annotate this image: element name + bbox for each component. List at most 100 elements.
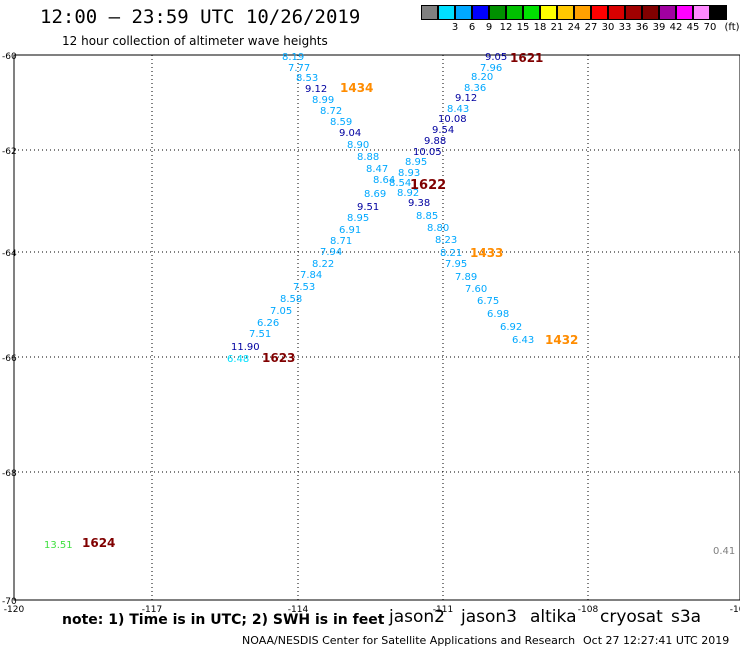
scale-swatch bbox=[710, 5, 727, 20]
footer-note: note: 1) Time is in UTC; 2) SWH is in fe… bbox=[62, 612, 385, 628]
map-annotation: 1624 bbox=[82, 536, 115, 550]
scale-swatch bbox=[659, 5, 676, 20]
scale-swatch bbox=[523, 5, 540, 20]
scale-swatch bbox=[608, 5, 625, 20]
wave-height-1621: 8.36 bbox=[464, 83, 486, 94]
wave-height-1621: 9.38 bbox=[408, 198, 430, 209]
wave-height-1434: 8.19 bbox=[282, 52, 304, 63]
wave-height-1434: 6.91 bbox=[339, 225, 361, 236]
scale-swatch bbox=[625, 5, 642, 20]
wave-height-1434: 7.53 bbox=[293, 282, 315, 293]
map-annotation: 0.41 bbox=[713, 546, 735, 557]
map-annotation: 13.51 bbox=[44, 540, 73, 551]
wave-height-1621: 8.85 bbox=[416, 211, 438, 222]
scale-label: 21 bbox=[550, 22, 564, 33]
scale-label: 27 bbox=[584, 22, 598, 33]
wave-height-1621: 10.05 bbox=[413, 147, 442, 158]
wave-height-1434: 7.94 bbox=[320, 247, 342, 258]
scale-swatch bbox=[557, 5, 574, 20]
wave-height-1621: 7.89 bbox=[455, 272, 477, 283]
scale-label: 18 bbox=[533, 22, 547, 33]
wave-height-1621: 6.98 bbox=[487, 309, 509, 320]
scale-swatch bbox=[438, 5, 455, 20]
wave-height-1434: 8.64 bbox=[373, 175, 395, 186]
wave-height-1621: 8.54 bbox=[389, 178, 411, 189]
timestamp: Oct 27 12:27:41 UTC 2019 bbox=[583, 634, 730, 647]
lat-label: -70 bbox=[2, 597, 17, 607]
lon-label: -120 bbox=[4, 605, 25, 615]
wave-height-1621: 7.95 bbox=[445, 259, 467, 270]
scale-label: 3 bbox=[451, 22, 459, 33]
wave-height-1434: 8.47 bbox=[366, 164, 388, 175]
scale-label: 42 bbox=[669, 22, 683, 33]
legend-jason3: jason3 bbox=[461, 607, 517, 627]
wave-height-1434: 8.53 bbox=[296, 73, 318, 84]
scale-swatch bbox=[676, 5, 693, 20]
lon-label: -105 bbox=[730, 605, 740, 615]
wave-height-1434: 9.12 bbox=[305, 84, 327, 95]
wave-height-1621: 8.93 bbox=[398, 168, 420, 179]
track-time-1434: 1434 bbox=[340, 81, 373, 95]
lat-label: -68 bbox=[2, 469, 17, 479]
wave-height-1621: 6.75 bbox=[477, 296, 499, 307]
wave-height-1621: 8.43 bbox=[447, 104, 469, 115]
scale-label: 70 bbox=[703, 22, 717, 33]
legend-jason2: jason2 bbox=[389, 607, 445, 627]
scale-swatch bbox=[472, 5, 489, 20]
wave-height-1434: 7.51 bbox=[249, 329, 271, 340]
wave-height-1434: 6.26 bbox=[257, 318, 279, 329]
lat-label: -64 bbox=[2, 249, 17, 259]
scale-swatch bbox=[489, 5, 506, 20]
wave-height-1621: 7.60 bbox=[465, 284, 487, 295]
scale-label: 9 bbox=[485, 22, 493, 33]
wave-height-1621: 9.88 bbox=[424, 136, 446, 147]
wave-height-1434: 8.90 bbox=[347, 140, 369, 151]
wave-height-1621: 8.20 bbox=[471, 72, 493, 83]
lon-label: -117 bbox=[142, 605, 162, 615]
wave-height-1621: 9.05 bbox=[485, 52, 507, 63]
wave-height-1434: 8.59 bbox=[330, 117, 352, 128]
map-annotation: 1433 bbox=[470, 246, 503, 260]
wave-height-1434: 8.88 bbox=[357, 152, 379, 163]
track-time-1621: 1621 bbox=[510, 51, 543, 65]
lat-label: -60 bbox=[2, 52, 17, 62]
scale-swatch bbox=[540, 5, 557, 20]
scale-label: 30 bbox=[601, 22, 615, 33]
lat-label: -62 bbox=[2, 147, 17, 157]
scale-swatch bbox=[506, 5, 523, 20]
wave-height-1621: 9.54 bbox=[432, 125, 454, 136]
scale-label: 33 bbox=[618, 22, 632, 33]
scale-label: 15 bbox=[516, 22, 530, 33]
map-annotation: 1623 bbox=[262, 351, 295, 365]
legend-s3a: s3a bbox=[671, 607, 702, 627]
scale-label: 6 bbox=[468, 22, 476, 33]
wave-height-1434: 8.22 bbox=[312, 259, 334, 270]
scale-swatch bbox=[591, 5, 608, 20]
wave-height-1621: 8.92 bbox=[397, 188, 419, 199]
lon-label: -111 bbox=[433, 605, 453, 615]
wave-height-1621: 6.43 bbox=[512, 335, 534, 346]
scale-label: 39 bbox=[652, 22, 666, 33]
scale-unit: (ft) bbox=[724, 22, 740, 33]
wave-height-1434: 11.90 bbox=[231, 342, 260, 353]
wave-height-1434: 8.69 bbox=[364, 189, 386, 200]
wave-height-1434: 7.77 bbox=[288, 63, 310, 74]
wave-height-1434: 8.99 bbox=[312, 95, 334, 106]
wave-height-1434: 8.95 bbox=[347, 213, 369, 224]
scale-label: 24 bbox=[567, 22, 581, 33]
scale-label: 12 bbox=[499, 22, 513, 33]
page-subtitle: 12 hour collection of altimeter wave hei… bbox=[62, 34, 328, 48]
wave-height-1434: 8.72 bbox=[320, 106, 342, 117]
wave-height-1621: 8.23 bbox=[435, 235, 457, 246]
legend-cryosat: cryosat bbox=[600, 607, 663, 627]
lon-label: -108 bbox=[578, 605, 599, 615]
lat-label: -66 bbox=[2, 354, 17, 364]
legend-altika: altika bbox=[530, 607, 577, 627]
wave-height-1434: 8.58 bbox=[280, 294, 302, 305]
wave-height-1434: 7.05 bbox=[270, 306, 292, 317]
wave-height-1621: 6.92 bbox=[500, 322, 522, 333]
page-title: 12:00 – 23:59 UTC 10/26/2019 bbox=[40, 6, 361, 28]
lon-label: -114 bbox=[288, 605, 309, 615]
wave-height-1434: 9.04 bbox=[339, 128, 361, 139]
